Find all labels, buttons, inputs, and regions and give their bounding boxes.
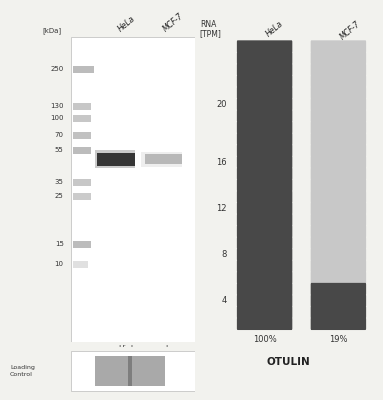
FancyBboxPatch shape [237, 75, 292, 88]
FancyBboxPatch shape [311, 283, 366, 295]
Text: Loading
Control: Loading Control [10, 366, 35, 377]
FancyBboxPatch shape [237, 260, 292, 272]
Bar [128, 356, 165, 386]
FancyBboxPatch shape [237, 271, 292, 284]
Text: 12: 12 [216, 204, 227, 213]
Text: HeLa: HeLa [265, 20, 285, 39]
Text: 35: 35 [55, 179, 64, 185]
Text: RNA: RNA [200, 20, 216, 29]
FancyBboxPatch shape [237, 64, 292, 76]
Text: [TPM]: [TPM] [200, 29, 222, 38]
FancyBboxPatch shape [237, 86, 292, 99]
Bar [73, 115, 92, 122]
FancyBboxPatch shape [237, 144, 292, 157]
Bar [73, 241, 92, 248]
FancyBboxPatch shape [311, 86, 366, 99]
Bar [95, 356, 132, 386]
FancyBboxPatch shape [311, 190, 366, 203]
FancyBboxPatch shape [311, 271, 366, 284]
FancyBboxPatch shape [237, 294, 292, 307]
FancyBboxPatch shape [311, 52, 366, 64]
FancyBboxPatch shape [237, 248, 292, 261]
FancyBboxPatch shape [311, 260, 366, 272]
FancyBboxPatch shape [311, 64, 366, 76]
Text: 8: 8 [221, 250, 227, 259]
FancyBboxPatch shape [311, 225, 366, 238]
FancyBboxPatch shape [237, 237, 292, 249]
FancyBboxPatch shape [311, 248, 366, 261]
FancyBboxPatch shape [311, 167, 366, 180]
FancyBboxPatch shape [237, 133, 292, 145]
FancyBboxPatch shape [237, 202, 292, 214]
FancyBboxPatch shape [311, 318, 366, 330]
Bar [73, 193, 92, 200]
Text: 70: 70 [55, 132, 64, 138]
FancyBboxPatch shape [311, 237, 366, 249]
FancyBboxPatch shape [237, 318, 292, 330]
Text: 10: 10 [55, 261, 64, 267]
Text: 55: 55 [55, 148, 64, 154]
FancyBboxPatch shape [311, 75, 366, 88]
FancyBboxPatch shape [311, 306, 366, 318]
FancyBboxPatch shape [311, 202, 366, 214]
FancyBboxPatch shape [311, 214, 366, 226]
Bar [71, 37, 195, 342]
FancyBboxPatch shape [311, 133, 366, 145]
FancyBboxPatch shape [311, 98, 366, 110]
Bar [73, 179, 92, 186]
Text: High: High [119, 345, 136, 354]
Text: 100: 100 [50, 115, 64, 121]
FancyBboxPatch shape [237, 283, 292, 295]
Text: 100%: 100% [253, 336, 277, 344]
Text: 19%: 19% [329, 336, 348, 344]
FancyBboxPatch shape [237, 167, 292, 180]
FancyBboxPatch shape [237, 121, 292, 134]
FancyBboxPatch shape [237, 306, 292, 318]
FancyBboxPatch shape [237, 225, 292, 238]
Text: 250: 250 [51, 66, 64, 72]
Text: [kDa]: [kDa] [43, 27, 62, 34]
Text: 15: 15 [55, 241, 64, 247]
FancyBboxPatch shape [237, 214, 292, 226]
Bar [73, 148, 92, 154]
Bar [71, 351, 195, 391]
Bar [73, 66, 94, 73]
Bar [73, 132, 92, 139]
FancyBboxPatch shape [311, 121, 366, 134]
FancyBboxPatch shape [237, 179, 292, 192]
Text: HeLa: HeLa [116, 15, 137, 34]
FancyBboxPatch shape [311, 144, 366, 157]
Bar [95, 150, 135, 168]
Bar [145, 154, 182, 164]
FancyBboxPatch shape [311, 156, 366, 168]
FancyBboxPatch shape [237, 190, 292, 203]
Text: Low: Low [165, 345, 180, 354]
Text: OTULIN: OTULIN [266, 356, 310, 366]
Text: 25: 25 [55, 193, 64, 199]
FancyBboxPatch shape [311, 294, 366, 307]
Bar [97, 153, 135, 166]
FancyBboxPatch shape [237, 52, 292, 64]
Text: MCF-7: MCF-7 [162, 12, 186, 34]
FancyBboxPatch shape [311, 40, 366, 53]
FancyBboxPatch shape [237, 40, 292, 53]
Text: MCF-7: MCF-7 [339, 20, 362, 42]
Text: 20: 20 [216, 100, 227, 109]
Bar [141, 152, 182, 167]
Text: 16: 16 [216, 158, 227, 166]
FancyBboxPatch shape [237, 98, 292, 110]
FancyBboxPatch shape [311, 179, 366, 192]
Text: 130: 130 [50, 103, 64, 109]
Bar [73, 261, 88, 268]
FancyBboxPatch shape [237, 156, 292, 168]
Bar [73, 102, 92, 110]
FancyBboxPatch shape [237, 110, 292, 122]
FancyBboxPatch shape [311, 110, 366, 122]
Text: 4: 4 [221, 296, 227, 305]
